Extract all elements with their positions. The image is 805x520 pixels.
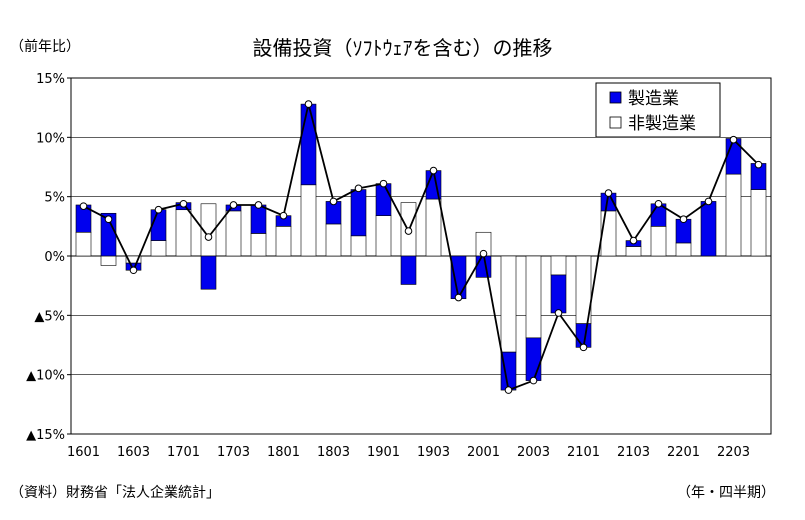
total-point — [354, 184, 363, 193]
x-tick-label: 2203 — [717, 445, 750, 460]
total-point — [554, 309, 563, 317]
total-point — [479, 249, 488, 258]
bar-non-manufacturing — [300, 184, 317, 257]
x-tick-label: 2103 — [617, 445, 650, 460]
y-tick-label: ▲10% — [26, 369, 65, 384]
unit-label: （前年比） — [10, 39, 80, 55]
line-layer — [79, 100, 763, 394]
bar-manufacturing — [250, 204, 267, 234]
bar-non-manufacturing — [425, 198, 442, 257]
total-point — [729, 135, 738, 144]
legend-label-manufacturing: 製造業 — [628, 89, 679, 109]
bar-non-manufacturing — [100, 255, 117, 266]
total-point — [579, 343, 588, 352]
x-tick-label: 2101 — [567, 445, 600, 460]
bar-non-manufacturing — [275, 226, 292, 257]
bar-manufacturing — [400, 255, 417, 285]
total-point — [529, 376, 538, 385]
legend-swatch-non-manufacturing — [609, 116, 622, 129]
total-point — [504, 386, 513, 394]
y-tick-label: 10% — [36, 131, 65, 146]
bars-layer — [75, 103, 767, 391]
x-tick-label: 2001 — [467, 445, 500, 460]
bar-non-manufacturing — [600, 210, 617, 257]
bar-non-manufacturing — [675, 242, 692, 257]
bar-manufacturing — [200, 255, 217, 290]
bar-manufacturing — [300, 103, 317, 186]
total-point — [604, 189, 613, 197]
bar-manufacturing — [700, 201, 717, 257]
bar-manufacturing — [475, 255, 492, 278]
total-point — [254, 201, 263, 209]
total-point — [104, 215, 113, 224]
total-point — [454, 293, 463, 302]
bar-non-manufacturing — [650, 226, 667, 257]
total-point — [304, 100, 313, 108]
total-point — [629, 236, 638, 245]
x-tick-label: 1803 — [317, 445, 350, 460]
y-tick-label: ▲5% — [34, 309, 65, 324]
x-tick-label: 1901 — [367, 445, 400, 460]
bar-non-manufacturing — [250, 233, 267, 257]
x-tick-label: 1603 — [117, 445, 150, 460]
total-point — [429, 166, 438, 175]
bar-non-manufacturing — [750, 189, 767, 257]
total-point — [654, 199, 663, 208]
bar-non-manufacturing — [725, 173, 742, 257]
bar-non-manufacturing — [500, 255, 517, 353]
bar-non-manufacturing — [550, 255, 567, 276]
y-tick-label: ▲15% — [26, 428, 65, 443]
x-tick-label: 2201 — [667, 445, 700, 460]
axis-layer: 15% 10% 5% 0% ▲5% ▲10% ▲15%1601 1603 1701 1703 180… — [26, 72, 750, 460]
legend: 製造業 非製造業 — [595, 82, 721, 138]
bar-non-manufacturing — [625, 246, 642, 257]
bar-non-manufacturing — [175, 209, 192, 257]
total-point — [379, 179, 388, 188]
total-point — [229, 201, 238, 209]
y-tick-label: 15% — [36, 72, 65, 87]
bar-non-manufacturing — [225, 210, 242, 257]
total-point — [129, 266, 138, 275]
bar-manufacturing — [150, 209, 167, 241]
bar-manufacturing — [375, 183, 392, 216]
bar-manufacturing — [550, 274, 567, 314]
source-note: （資料）財務省「法人企業統計」 — [10, 485, 220, 501]
total-point — [704, 197, 713, 206]
bar-non-manufacturing — [350, 235, 367, 257]
total-point — [329, 197, 338, 206]
total-line — [83, 103, 760, 392]
total-point — [279, 211, 288, 220]
legend-label-non-manufacturing: 非製造業 — [628, 114, 696, 134]
bar-non-manufacturing — [375, 215, 392, 257]
y-tick-label: 0% — [44, 250, 65, 265]
x-tick-label: 1703 — [217, 445, 250, 460]
total-point — [79, 202, 88, 210]
bar-non-manufacturing — [150, 240, 167, 257]
total-point — [754, 160, 763, 169]
chart-title: 設備投資（ｿﾌﾄｳｪｱを含む）の推移 — [252, 36, 553, 60]
x-tick-label: 1601 — [67, 445, 100, 460]
x-tick-label: 1701 — [167, 445, 200, 460]
bar-non-manufacturing — [325, 223, 342, 257]
bar-manufacturing — [525, 337, 542, 381]
x-tick-label: 1903 — [417, 445, 450, 460]
bar-manufacturing — [450, 255, 467, 300]
total-point — [679, 215, 688, 224]
total-point — [204, 233, 213, 241]
total-point — [404, 227, 413, 235]
bar-non-manufacturing — [525, 255, 542, 339]
y-tick-label: 5% — [44, 191, 65, 206]
x-tick-label: 1801 — [267, 445, 300, 460]
legend-swatch-manufacturing — [609, 91, 622, 104]
bar-non-manufacturing — [75, 231, 92, 257]
x-axis-note: （年・四半期） — [677, 485, 775, 501]
total-point — [179, 199, 188, 208]
total-point — [154, 205, 163, 214]
x-tick-label: 2003 — [517, 445, 550, 460]
bar-manufacturing — [350, 189, 367, 237]
